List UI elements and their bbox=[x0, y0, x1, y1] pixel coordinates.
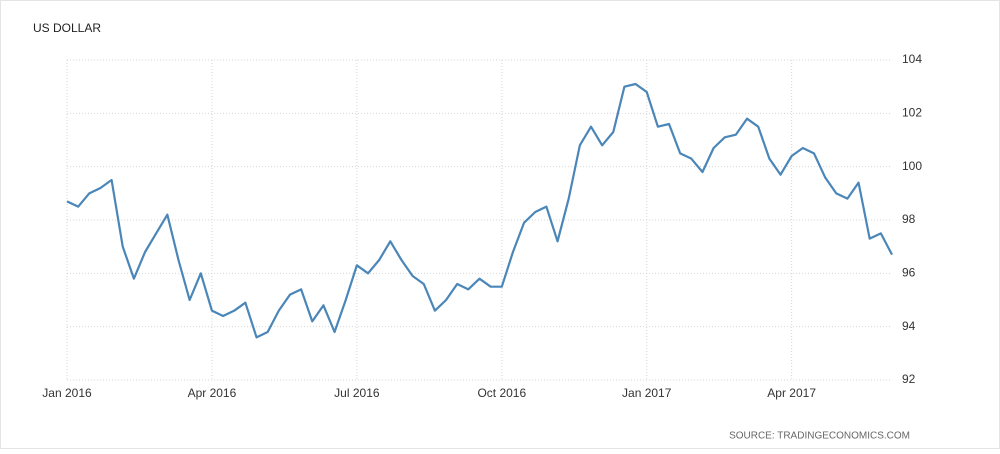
y-tick-label: 94 bbox=[902, 319, 916, 333]
source: SOURCE: TRADINGECONOMICS.COM bbox=[729, 431, 910, 442]
y-tick-label: 92 bbox=[902, 372, 916, 386]
x-tick-label: Jan 2016 bbox=[42, 386, 92, 400]
x-tick-label: Apr 2016 bbox=[188, 386, 237, 400]
y-tick-label: 98 bbox=[902, 212, 916, 226]
x-tick-label: Apr 2017 bbox=[767, 386, 816, 400]
data-line bbox=[66, 82, 893, 339]
y-tick-label: 102 bbox=[902, 106, 922, 120]
x-tick-label: Jul 2016 bbox=[334, 386, 380, 400]
y-tick-label: 100 bbox=[902, 159, 922, 173]
y-tick-label: 96 bbox=[902, 266, 916, 280]
x-tick-label: Jan 2017 bbox=[622, 386, 672, 400]
chart-title: US DOLLAR bbox=[33, 21, 101, 35]
y-tick-label: 104 bbox=[902, 52, 922, 66]
x-tick-label: Oct 2016 bbox=[477, 386, 526, 400]
